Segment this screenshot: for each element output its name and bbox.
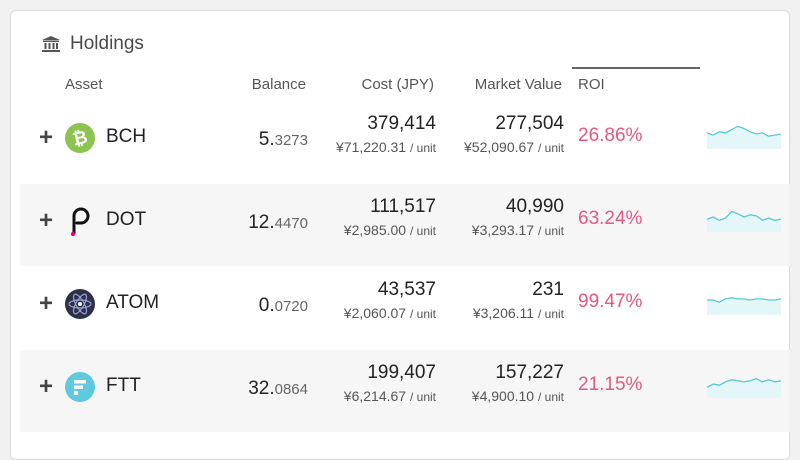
- bch-icon: ₿: [64, 122, 96, 154]
- unit-label: / unit: [409, 141, 436, 155]
- sparkline-line: [706, 210, 782, 222]
- card-title-text: Holdings: [70, 33, 144, 54]
- sparkline-line: [707, 297, 782, 303]
- cost-cell: 111,517 ¥2,985.00 / unit: [344, 196, 436, 238]
- ftt-icon: [64, 371, 96, 403]
- cost-per-unit: ¥71,220.31: [336, 139, 407, 155]
- atom-icon: [64, 288, 96, 320]
- cost-cell: 379,414 ¥71,220.31 / unit: [336, 113, 436, 155]
- cost-cell: 199,407 ¥6,214.67 / unit: [344, 362, 436, 404]
- column-header-balance[interactable]: Balance: [251, 76, 306, 93]
- holding-row[interactable]: + ₿ BCH 5.3273 379,414 ¥71,220.31 / unit…: [20, 101, 790, 183]
- cost-total: 111,517: [370, 196, 436, 217]
- cost-cell: 43,537 ¥2,060.07 / unit: [344, 279, 436, 321]
- expand-button[interactable]: +: [38, 124, 53, 151]
- price-sparkline: [706, 119, 782, 154]
- holding-row[interactable]: + ATOM 0.0720 43,537 ¥2,060.07 / unit 23…: [20, 267, 790, 349]
- roi-value: 26.86%: [578, 125, 643, 146]
- sparkline-area: [707, 211, 781, 232]
- cost-per-unit: ¥2,060.07: [343, 305, 407, 321]
- bank-icon: [42, 36, 60, 52]
- market-value-total: 277,504: [495, 113, 564, 134]
- market-value-total: 157,227: [495, 362, 564, 383]
- balance-fraction: 4470: [274, 215, 308, 232]
- holding-row[interactable]: + DOT 12.4470 111,517 ¥2,985.00 / unit 4…: [20, 184, 790, 266]
- balance-value: 32.0864: [248, 378, 308, 400]
- cost-total: 379,414: [367, 113, 436, 134]
- holdings-card: Holdings Asset Balance Cost (JPY) Market…: [10, 10, 790, 460]
- market-value-per-unit: ¥52,090.67: [464, 139, 535, 155]
- expand-button[interactable]: +: [38, 290, 53, 317]
- column-header-market-value[interactable]: Market Value: [474, 76, 562, 93]
- column-header-asset[interactable]: Asset: [65, 76, 103, 93]
- roi-value: 63.24%: [578, 208, 643, 229]
- market-value-cell: 231 ¥3,206.11 / unit: [473, 279, 564, 321]
- asset-symbol: FTT: [106, 375, 141, 396]
- column-header-cost[interactable]: Cost (JPY): [361, 76, 434, 93]
- market-value-per-unit: ¥3,206.11: [472, 305, 535, 321]
- market-value-cell: 40,990 ¥3,293.17 / unit: [472, 196, 564, 238]
- balance-integer: 12.: [248, 212, 275, 233]
- balance-integer: 0.: [258, 295, 275, 316]
- market-value-total: 40,990: [505, 196, 564, 217]
- price-sparkline: [706, 368, 782, 403]
- sparkline-line: [706, 377, 782, 388]
- market-value-per-unit: ¥3,293.17: [471, 222, 535, 238]
- expand-button[interactable]: +: [38, 207, 53, 234]
- balance-fraction: 3273: [274, 132, 308, 149]
- balance-value: 5.3273: [259, 129, 308, 151]
- market-value-per-unit: ¥4,900.10: [471, 388, 535, 404]
- cost-total: 43,537: [377, 279, 436, 300]
- market-value-total: 231: [532, 279, 564, 300]
- asset-symbol: BCH: [106, 126, 147, 147]
- holding-row[interactable]: + FTT 32.0864 199,407 ¥6,214.67 / unit 1…: [20, 350, 790, 432]
- asset-symbol: ATOM: [106, 292, 160, 313]
- cost-per-unit: ¥6,214.67: [343, 388, 407, 404]
- price-sparkline: [706, 202, 782, 237]
- unit-label: / unit: [537, 307, 564, 321]
- roi-value: 21.15%: [578, 374, 643, 395]
- cost-per-unit: ¥2,985.00: [343, 222, 407, 238]
- sparkline-area: [707, 378, 781, 398]
- cost-total: 199,407: [367, 362, 436, 383]
- unit-label: / unit: [537, 141, 564, 155]
- column-header-roi[interactable]: ROI: [578, 76, 605, 93]
- unit-label: / unit: [409, 390, 436, 404]
- card-title: Holdings: [41, 31, 144, 57]
- roi-column-indicator: [572, 67, 700, 69]
- asset-symbol: DOT: [106, 209, 147, 230]
- unit-label: / unit: [409, 307, 436, 321]
- svg-text:₿: ₿: [70, 127, 89, 150]
- unit-label: / unit: [409, 224, 436, 238]
- dot-icon: [64, 205, 96, 237]
- roi-value: 99.47%: [578, 291, 643, 312]
- balance-fraction: 0720: [274, 298, 308, 315]
- sparkline-line: [706, 125, 782, 137]
- market-value-cell: 157,227 ¥4,900.10 / unit: [472, 362, 564, 404]
- unit-label: / unit: [537, 390, 564, 404]
- balance-fraction: 0864: [274, 381, 308, 398]
- balance-value: 0.0720: [259, 295, 308, 317]
- expand-button[interactable]: +: [38, 373, 53, 400]
- unit-label: / unit: [537, 224, 564, 238]
- sparkline-area: [707, 297, 781, 315]
- balance-integer: 5.: [258, 129, 275, 150]
- balance-integer: 32.: [248, 378, 275, 399]
- price-sparkline: [707, 285, 782, 320]
- balance-value: 12.4470: [248, 212, 308, 234]
- sparkline-area: [707, 126, 781, 149]
- market-value-cell: 277,504 ¥52,090.67 / unit: [464, 113, 564, 155]
